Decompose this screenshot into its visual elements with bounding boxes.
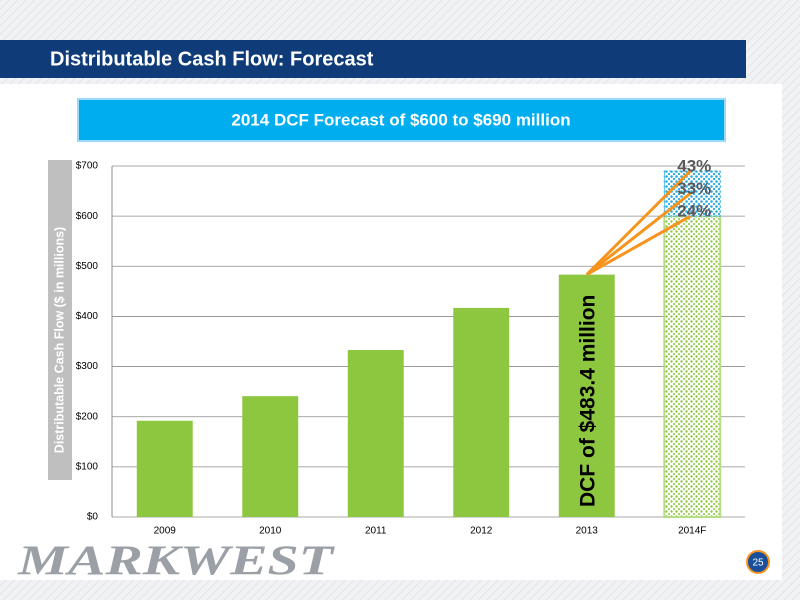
bar (558, 274, 615, 517)
growth-label: 33% (677, 179, 711, 198)
title-bar (0, 40, 746, 78)
banner-text: 2014 DCF Forecast of $600 to $690 millio… (231, 110, 570, 129)
page-number: 25 (752, 558, 764, 569)
x-tick-label: 2010 (259, 526, 282, 537)
y-tick-label: $0 (87, 512, 99, 523)
y-tick-label: $700 (76, 161, 99, 172)
y-label-box (48, 160, 72, 480)
logo: MARKWEST (17, 539, 336, 585)
page-badge (746, 550, 770, 574)
y-tick-label: $600 (76, 211, 99, 222)
y-tick-label: $400 (76, 311, 99, 322)
bar (453, 307, 510, 517)
y-tick-label: $200 (76, 411, 99, 422)
y-tick-label: $300 (76, 361, 99, 372)
x-tick-label: 2011 (365, 526, 387, 537)
y-tick-label: $100 (76, 461, 99, 472)
growth-arrow (586, 214, 691, 276)
forecast-range (663, 170, 721, 217)
growth-arrow (585, 192, 692, 276)
x-tick-label: 2012 (470, 526, 493, 537)
x-tick-label: 2013 (576, 526, 599, 537)
banner (77, 98, 726, 142)
growth-arrow (585, 169, 692, 276)
bar (136, 420, 193, 517)
x-tick-label: 2009 (154, 526, 177, 537)
bar (347, 350, 404, 517)
y-axis-label: Distributable Cash Flow ($ in millions) (52, 227, 66, 453)
growth-label: 24% (677, 202, 711, 221)
y-tick-label: $500 (76, 261, 99, 272)
annotation: DCF of $483.4 million (576, 295, 599, 507)
bar (242, 396, 299, 517)
x-tick-label: 2014F (678, 526, 706, 537)
slide-title: Distributable Cash Flow: Forecast (50, 48, 374, 70)
forecast-bar (663, 215, 722, 518)
growth-label: 43% (677, 156, 711, 175)
